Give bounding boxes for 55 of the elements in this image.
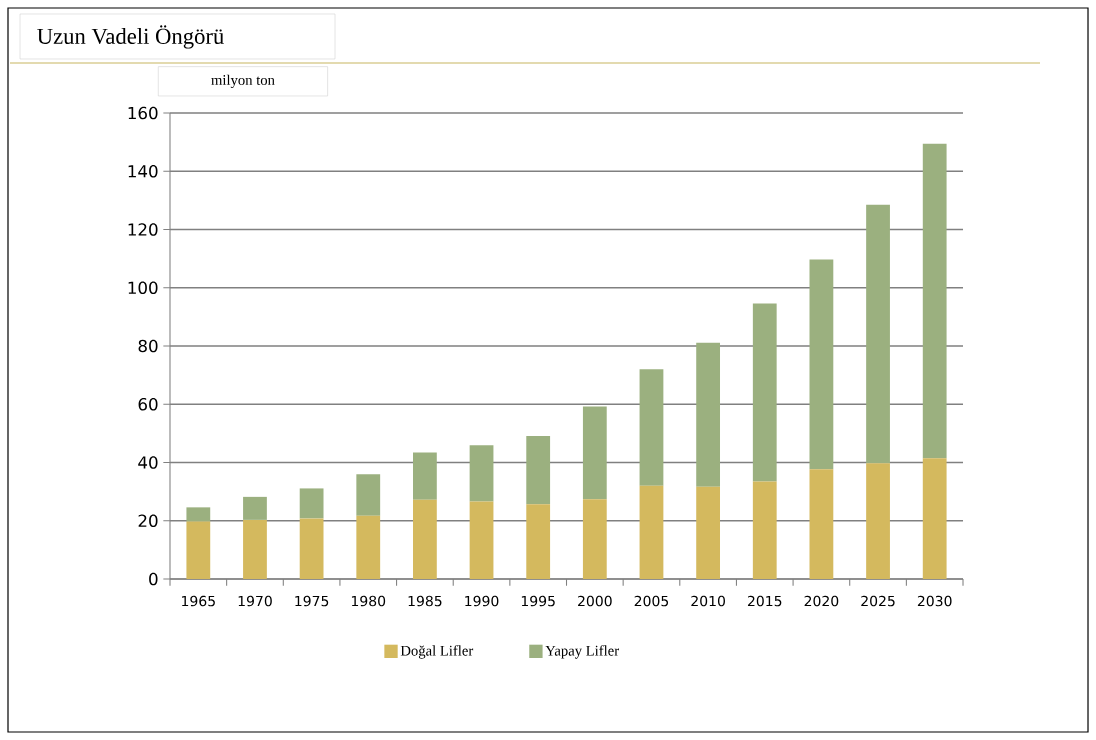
x-tick-label: 2020 bbox=[804, 595, 839, 607]
y-tick-label: 0 bbox=[149, 572, 158, 586]
bar bbox=[582, 406, 607, 500]
bar bbox=[696, 342, 721, 487]
bar bbox=[243, 496, 267, 520]
y-tick-label: 100 bbox=[128, 281, 158, 295]
bar bbox=[413, 499, 437, 579]
x-tick-label: 2030 bbox=[917, 595, 952, 607]
bar bbox=[469, 501, 494, 579]
x-tick-label: 1965 bbox=[182, 595, 215, 607]
bar bbox=[413, 452, 437, 500]
bar bbox=[299, 518, 324, 579]
x-tick-label: 2025 bbox=[861, 595, 895, 607]
bar bbox=[922, 143, 947, 459]
x-tick-label: 2010 bbox=[691, 595, 725, 607]
x-tick-label: 1990 bbox=[465, 595, 499, 607]
bar bbox=[243, 519, 267, 579]
bar bbox=[696, 486, 721, 579]
x-tick-label: 1975 bbox=[295, 595, 329, 607]
legend-label: Doğal Lifler bbox=[400, 645, 474, 659]
bar bbox=[866, 204, 890, 464]
x-tick-label: 1995 bbox=[521, 595, 555, 607]
chart-title: Uzun Vadeli Öngörü bbox=[37, 25, 224, 49]
bar bbox=[639, 369, 664, 486]
bar bbox=[186, 507, 211, 522]
bar bbox=[186, 521, 211, 579]
y-tick-label: 60 bbox=[138, 397, 158, 411]
bar bbox=[299, 488, 324, 519]
bar bbox=[526, 504, 551, 579]
bar bbox=[639, 485, 664, 579]
y-tick-label: 140 bbox=[128, 164, 158, 178]
bar bbox=[356, 474, 381, 516]
bar bbox=[582, 499, 607, 579]
bar bbox=[809, 469, 834, 579]
x-tick-label: 1980 bbox=[351, 595, 386, 607]
y-tick-label: 160 bbox=[128, 106, 158, 120]
bar bbox=[752, 481, 777, 579]
x-tick-label: 2000 bbox=[578, 595, 612, 607]
x-tick-label: 1970 bbox=[238, 595, 272, 607]
y-tick-label: 80 bbox=[138, 339, 158, 353]
bar bbox=[469, 445, 494, 502]
bar bbox=[526, 436, 551, 505]
x-tick-label: 2005 bbox=[634, 595, 669, 607]
legend-label: Yapay Lifler bbox=[545, 645, 619, 659]
x-tick-label: 2015 bbox=[747, 595, 782, 607]
bar bbox=[809, 259, 834, 470]
y-tick-label: 120 bbox=[128, 223, 158, 236]
bar bbox=[866, 463, 890, 579]
y-tick-label: 40 bbox=[138, 456, 158, 469]
y-tick-label: 20 bbox=[138, 514, 158, 528]
bar bbox=[922, 458, 947, 579]
bar bbox=[356, 515, 381, 579]
x-tick-label: 1985 bbox=[408, 595, 442, 607]
bar bbox=[752, 303, 777, 482]
y-axis-title: milyon ton bbox=[211, 74, 275, 88]
